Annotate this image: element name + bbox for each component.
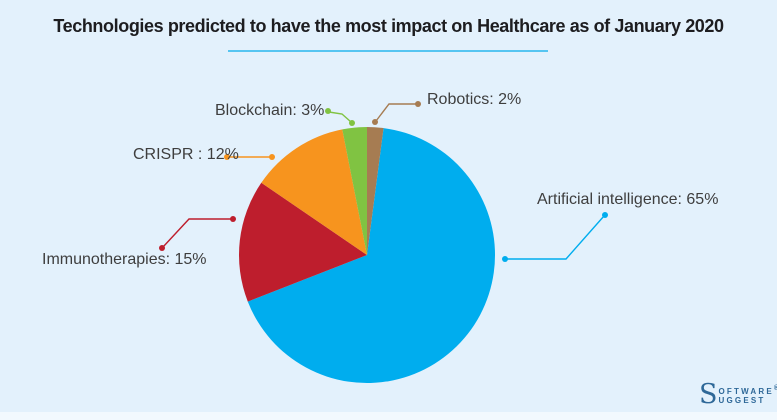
pie-slice-robotics xyxy=(367,127,384,255)
pie-label-immunotherapies: Immunotherapies: 15% xyxy=(42,251,207,268)
leader-dot xyxy=(230,216,236,222)
logo-initial: S xyxy=(699,379,718,410)
chart-title: Technologies predicted to have the most … xyxy=(53,16,724,36)
leader-dot xyxy=(269,154,275,160)
leader-dot xyxy=(159,245,165,251)
pie-label-crispr: CRISPR : 12% xyxy=(133,146,239,163)
softwaresuggest-logo: S OFTWARE® UGGEST xyxy=(699,379,777,410)
leader-dot xyxy=(224,154,230,160)
pie-label-blockchain: Blockchain: 3% xyxy=(215,102,325,119)
leader-line-artificial-intelligence xyxy=(505,215,605,260)
logo-line1: OFTWARE® xyxy=(719,385,777,396)
leader-line-robotics xyxy=(375,103,417,122)
leader-line-blockchain xyxy=(328,111,352,123)
pie-label-artificial-intelligence: Artificial intelligence: 65% xyxy=(537,191,719,208)
registered-mark: ® xyxy=(773,385,777,392)
pie-slice-immunotherapies xyxy=(239,182,367,302)
logo-line2: UGGEST xyxy=(718,396,766,406)
leader-dot xyxy=(415,101,421,107)
pie-slice-artificial-intelligence xyxy=(247,128,496,383)
pie-label-robotics: Robotics: 2% xyxy=(427,91,522,108)
leader-dot xyxy=(325,108,331,114)
leader-dot xyxy=(349,120,355,126)
pie-slice-blockchain xyxy=(342,127,367,255)
pie-slice-crispr xyxy=(261,129,367,255)
leader-dot xyxy=(372,119,378,125)
leader-dot xyxy=(602,212,608,218)
leader-line-immunotherapies xyxy=(162,218,232,248)
title-underline xyxy=(228,50,548,52)
leader-dot xyxy=(502,256,508,262)
bottom-edge-highlight xyxy=(0,412,777,420)
